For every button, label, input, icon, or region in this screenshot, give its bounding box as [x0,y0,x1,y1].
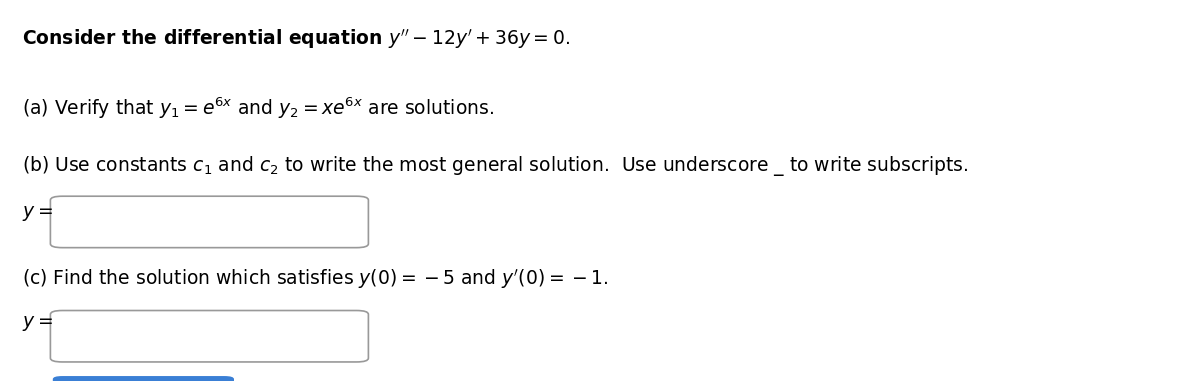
Text: $y=$: $y=$ [22,314,53,333]
FancyBboxPatch shape [53,376,234,381]
Text: $y=$: $y=$ [22,204,53,223]
Text: (a) Verify that $y_1 = e^{6x}$ and $y_2 = xe^{6x}$ are solutions.: (a) Verify that $y_1 = e^{6x}$ and $y_2 … [22,95,493,121]
FancyBboxPatch shape [50,196,368,248]
FancyBboxPatch shape [50,311,368,362]
Text: Consider the differential equation $y''-12y'+36y = 0.$: Consider the differential equation $y''-… [22,27,570,51]
Text: (b) Use constants $c_1$ and $c_2$ to write the most general solution.  Use under: (b) Use constants $c_1$ and $c_2$ to wri… [22,154,968,178]
Text: (c) Find the solution which satisfies $y(0) = -5$ and $y'(0) = -1.$: (c) Find the solution which satisfies $y… [22,267,607,291]
